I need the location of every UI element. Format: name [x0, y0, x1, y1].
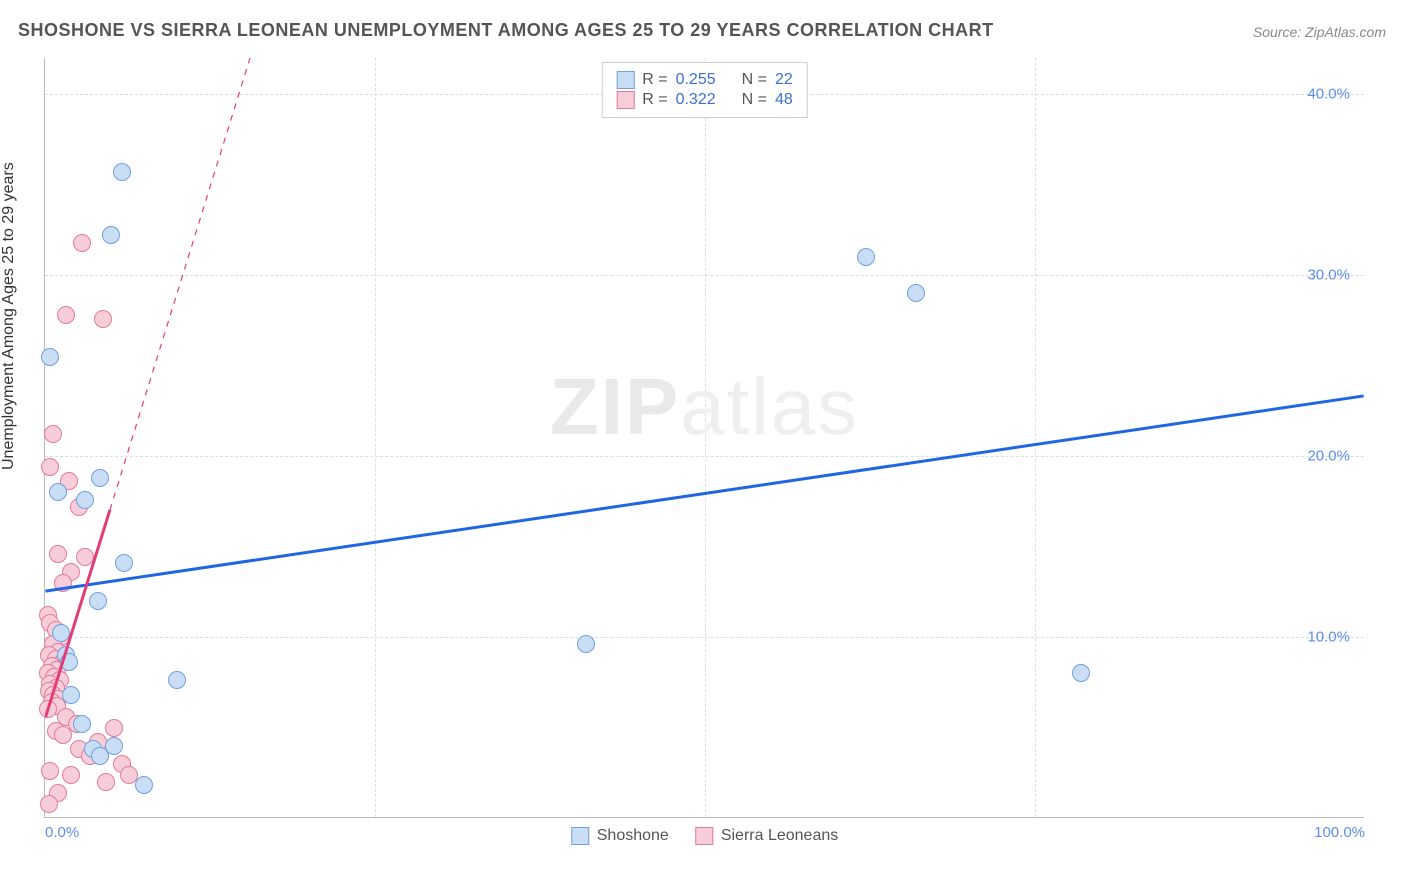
scatter-point — [60, 653, 78, 671]
scatter-point — [105, 737, 123, 755]
scatter-point — [62, 766, 80, 784]
legend-series-name: Sierra Leoneans — [721, 827, 838, 845]
scatter-point — [49, 545, 67, 563]
scatter-point — [73, 234, 91, 252]
scatter-point — [907, 284, 925, 302]
scatter-point — [577, 635, 595, 653]
scatter-point — [94, 310, 112, 328]
y-tick-label: 40.0% — [1307, 86, 1350, 103]
legend-series-name: Shoshone — [597, 827, 669, 845]
gridline-vertical — [1035, 58, 1036, 817]
scatter-point — [41, 458, 59, 476]
legend-r-label: R = — [642, 71, 667, 89]
y-axis-label: Unemployment Among Ages 25 to 29 years — [0, 162, 18, 470]
gridline-vertical — [705, 58, 706, 817]
plot-area: ZIPatlas R =0.255N =22R =0.322N =48 Shos… — [44, 58, 1364, 818]
trend-line — [110, 58, 289, 510]
scatter-point — [89, 592, 107, 610]
y-tick-label: 30.0% — [1307, 267, 1350, 284]
legend-r-value: 0.322 — [676, 91, 716, 109]
scatter-point — [102, 226, 120, 244]
scatter-point — [76, 491, 94, 509]
scatter-point — [135, 776, 153, 794]
x-tick-label: 0.0% — [45, 824, 79, 841]
scatter-point — [49, 483, 67, 501]
scatter-point — [44, 425, 62, 443]
legend-swatch-icon — [571, 827, 589, 845]
scatter-point — [41, 348, 59, 366]
y-tick-label: 20.0% — [1307, 448, 1350, 465]
scatter-point — [52, 624, 70, 642]
legend-swatch-icon — [695, 827, 713, 845]
scatter-point — [54, 726, 72, 744]
scatter-point — [76, 548, 94, 566]
y-tick-label: 10.0% — [1307, 629, 1350, 646]
legend-series-item: Shoshone — [571, 827, 669, 845]
scatter-point — [113, 163, 131, 181]
scatter-point — [62, 686, 80, 704]
scatter-point — [91, 469, 109, 487]
legend-swatch-icon — [616, 91, 634, 109]
legend-row: R = 0.255 N = 22 — [616, 71, 793, 89]
series-legend: Shoshone Sierra Leoneans — [571, 827, 838, 845]
chart-source: Source: ZipAtlas.com — [1253, 24, 1386, 40]
legend-n-value: 48 — [775, 91, 793, 109]
legend-r-value: 0.255 — [676, 71, 716, 89]
scatter-point — [857, 248, 875, 266]
legend-r-label: R = — [642, 91, 667, 109]
legend-swatch-icon — [616, 71, 634, 89]
scatter-point — [39, 700, 57, 718]
scatter-point — [57, 306, 75, 324]
x-tick-label: 100.0% — [1314, 824, 1365, 841]
scatter-point — [97, 773, 115, 791]
scatter-point — [115, 554, 133, 572]
legend-n-label: N = — [742, 91, 767, 109]
legend-series-item: Sierra Leoneans — [695, 827, 838, 845]
scatter-point — [54, 574, 72, 592]
chart-title: SHOSHONE VS SIERRA LEONEAN UNEMPLOYMENT … — [18, 20, 994, 41]
legend-n-label: N = — [742, 71, 767, 89]
scatter-point — [168, 671, 186, 689]
scatter-point — [73, 715, 91, 733]
scatter-point — [41, 762, 59, 780]
scatter-point — [105, 719, 123, 737]
legend-n-value: 22 — [775, 71, 793, 89]
gridline-vertical — [375, 58, 376, 817]
legend-row: R = 0.322 N = 48 — [616, 91, 793, 109]
scatter-point — [40, 795, 58, 813]
scatter-point — [1072, 664, 1090, 682]
correlation-legend: R = 0.255 N = 22 R = 0.322 N = 48 — [601, 62, 808, 118]
